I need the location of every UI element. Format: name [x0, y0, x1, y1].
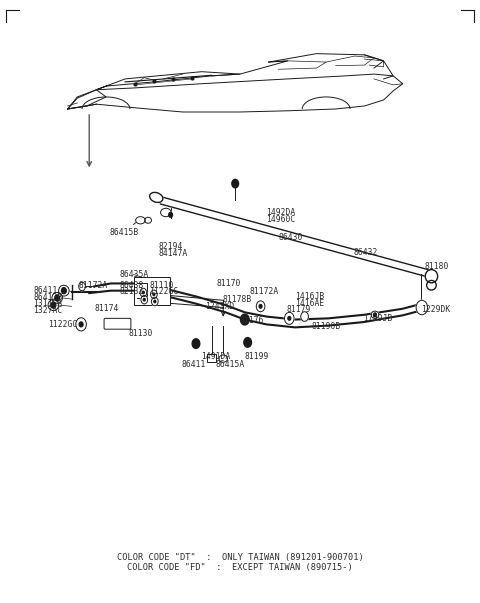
- Text: 81180: 81180: [424, 262, 449, 271]
- Circle shape: [232, 179, 239, 188]
- Circle shape: [301, 312, 309, 321]
- Circle shape: [259, 305, 262, 308]
- Circle shape: [240, 314, 249, 325]
- Text: 86411: 86411: [33, 286, 58, 295]
- Circle shape: [288, 317, 291, 320]
- Text: 14960C: 14960C: [266, 215, 296, 224]
- Text: 1416JB: 1416JB: [295, 292, 324, 301]
- Circle shape: [416, 300, 428, 315]
- Text: COLOR CODE "FD"  :  EXCEPT TAIWAN (890715-): COLOR CODE "FD" : EXCEPT TAIWAN (890715-…: [127, 563, 353, 572]
- Text: 1122GC: 1122GC: [149, 288, 178, 296]
- Text: 86411: 86411: [181, 360, 206, 369]
- Ellipse shape: [48, 300, 59, 311]
- Ellipse shape: [219, 355, 228, 362]
- Circle shape: [61, 288, 66, 294]
- Ellipse shape: [427, 280, 436, 290]
- Text: 1243XD: 1243XD: [205, 302, 235, 311]
- Text: 81190B: 81190B: [312, 322, 341, 331]
- Text: 86435A: 86435A: [120, 270, 149, 279]
- Text: 86415A: 86415A: [215, 360, 244, 369]
- Ellipse shape: [150, 192, 163, 203]
- Text: 86432: 86432: [354, 248, 378, 257]
- Text: 86438: 86438: [120, 281, 144, 290]
- Text: 81172A: 81172A: [250, 288, 279, 296]
- Text: 81174: 81174: [94, 305, 119, 313]
- Text: 1229DK: 1229DK: [421, 305, 450, 314]
- Bar: [207, 355, 216, 362]
- Text: 81130: 81130: [129, 329, 153, 338]
- Text: 1492DA: 1492DA: [266, 208, 296, 217]
- Circle shape: [79, 322, 83, 327]
- Circle shape: [76, 318, 86, 331]
- Circle shape: [285, 312, 294, 324]
- Text: 81178B: 81178B: [223, 295, 252, 304]
- Text: 81170: 81170: [216, 279, 240, 288]
- Circle shape: [144, 298, 145, 301]
- Text: 81199: 81199: [245, 352, 269, 361]
- Text: 82132: 82132: [120, 288, 144, 296]
- Text: 86430: 86430: [278, 233, 303, 242]
- Text: 81179: 81179: [287, 305, 311, 314]
- Circle shape: [79, 282, 85, 291]
- Text: 81110: 81110: [149, 281, 173, 290]
- Ellipse shape: [59, 285, 69, 296]
- Text: 81172A: 81172A: [78, 281, 108, 290]
- Circle shape: [141, 295, 148, 304]
- Text: 84147A: 84147A: [158, 249, 188, 258]
- Circle shape: [140, 288, 147, 297]
- Circle shape: [153, 293, 155, 295]
- Circle shape: [256, 301, 265, 312]
- Ellipse shape: [145, 217, 152, 223]
- Text: COLOR CODE "DT"  :  ONLY TAIWAN (891201-900701): COLOR CODE "DT" : ONLY TAIWAN (891201-90…: [117, 553, 363, 561]
- Circle shape: [55, 295, 60, 301]
- Text: 86412B: 86412B: [33, 293, 62, 302]
- Circle shape: [51, 302, 56, 308]
- Text: 1122GC: 1122GC: [48, 320, 78, 329]
- Ellipse shape: [371, 311, 379, 318]
- Text: 86415B: 86415B: [110, 229, 139, 238]
- Circle shape: [192, 339, 200, 349]
- Circle shape: [151, 290, 157, 298]
- Ellipse shape: [136, 216, 145, 224]
- Text: 1416AE: 1416AE: [295, 299, 324, 308]
- Text: 82194: 82194: [158, 242, 183, 251]
- Ellipse shape: [160, 208, 171, 216]
- Ellipse shape: [425, 270, 438, 283]
- Ellipse shape: [52, 292, 62, 303]
- Text: 1491DA: 1491DA: [201, 352, 230, 361]
- Text: 1799JB: 1799JB: [363, 314, 393, 323]
- Circle shape: [143, 291, 144, 294]
- Circle shape: [154, 300, 156, 303]
- Circle shape: [244, 338, 252, 347]
- FancyBboxPatch shape: [104, 318, 131, 329]
- Text: 81176: 81176: [239, 316, 264, 325]
- Circle shape: [373, 313, 376, 317]
- Circle shape: [152, 297, 158, 306]
- Text: 1311CA: 1311CA: [33, 300, 62, 308]
- Circle shape: [168, 212, 172, 217]
- Bar: [134, 277, 169, 305]
- Text: 1327AC: 1327AC: [33, 306, 62, 315]
